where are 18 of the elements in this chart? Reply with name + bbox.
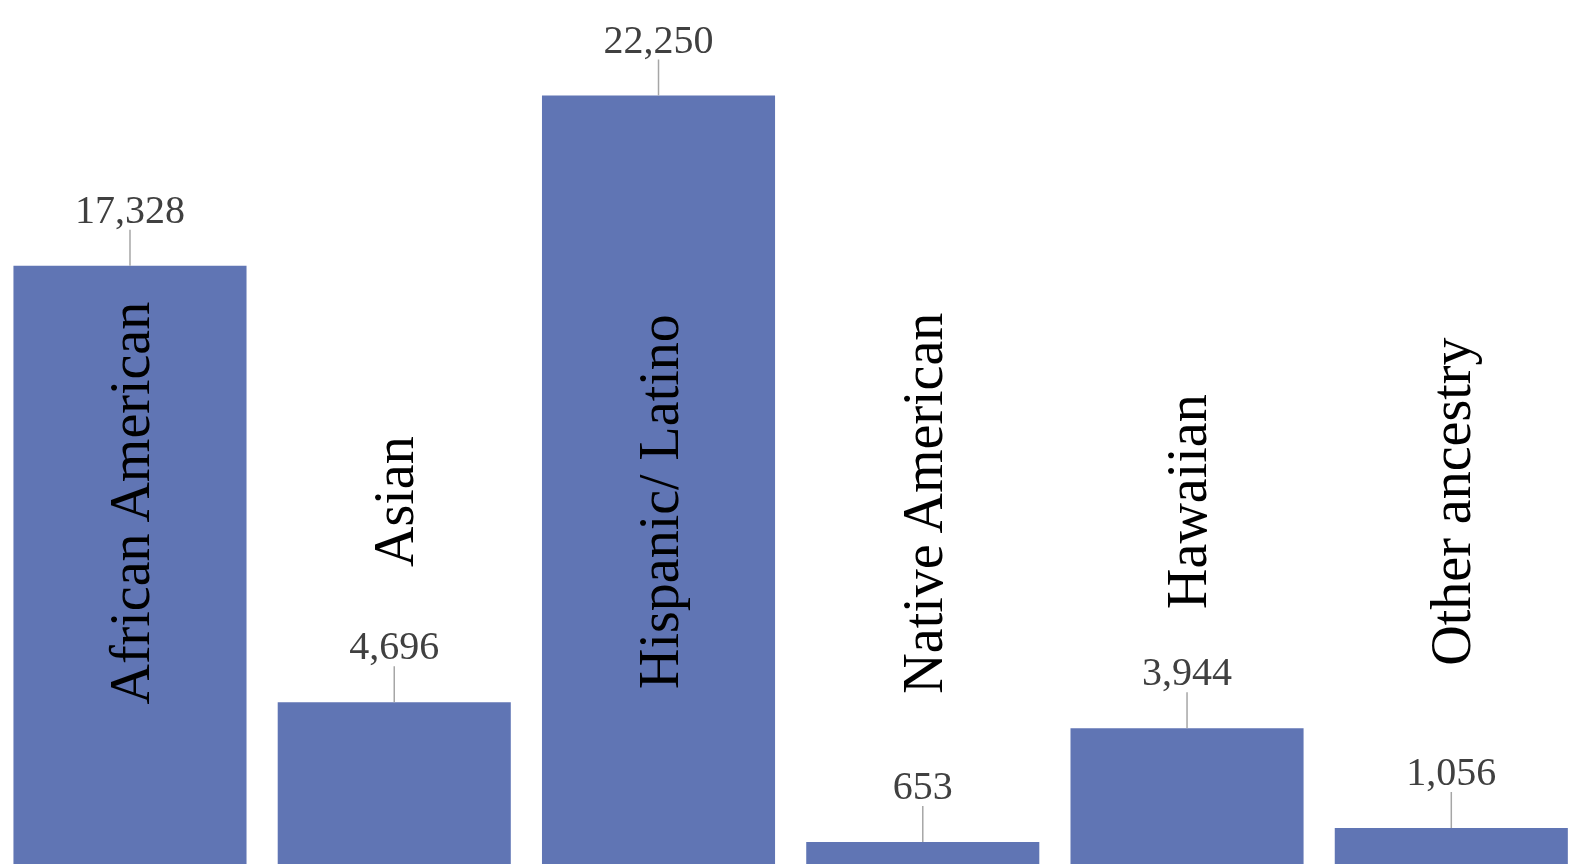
x-tick-label: Other ancestry [1420,337,1483,666]
data-label: 22,250 [603,16,714,62]
x-tick-label: African American [98,301,161,705]
bar [1070,728,1304,864]
bar [806,841,1040,864]
x-tick-label: Native American [891,312,954,694]
bar [541,95,776,864]
x-tick-label: Asian [363,436,426,567]
bar [13,265,247,864]
bar [277,702,511,864]
data-label: 17,328 [74,186,185,232]
x-tick-label: Hispanic/ Latino [627,314,690,690]
data-label: 4,696 [349,623,440,669]
data-label: 653 [892,762,953,808]
x-tick-label: Hawaiian [1156,394,1219,609]
bar [1334,828,1568,864]
data-label: 1,056 [1406,749,1497,794]
data-label: 3,944 [1142,649,1233,695]
